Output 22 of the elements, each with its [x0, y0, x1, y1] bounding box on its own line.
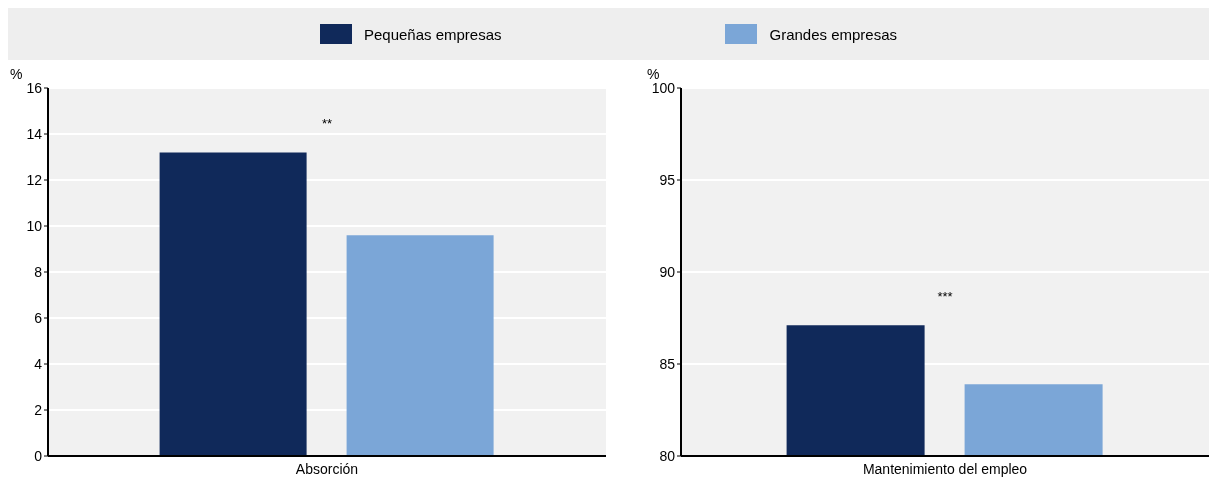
y-tick-label: 85	[659, 355, 676, 372]
x-tick-label: Absorción	[295, 460, 359, 477]
y-tick-label: 95	[659, 171, 676, 188]
y-tick-label: 0	[34, 447, 43, 464]
y-tick-label: 80	[659, 447, 676, 464]
legend-label: Grandes empresas	[769, 25, 898, 43]
y-tick-label: 10	[26, 217, 43, 234]
y-tick-label: 100	[651, 79, 676, 96]
annotation: **	[321, 116, 333, 132]
legend-label: Pequeñas empresas	[363, 25, 502, 43]
y-tick-label: 8	[34, 263, 43, 280]
y-tick-label: 6	[34, 309, 43, 326]
y-tick-label: 14	[26, 125, 43, 142]
annotation: ***	[937, 289, 953, 305]
y-tick-label: 2	[34, 401, 43, 418]
y-tick-label: 4	[34, 355, 43, 372]
y-tick-label: 12	[26, 171, 43, 188]
y-axis-title: %	[10, 66, 23, 82]
x-tick-label: Mantenimiento del empleo	[862, 460, 1028, 477]
y-tick-label: 90	[659, 263, 676, 280]
y-tick-label: 16	[26, 79, 43, 96]
y-axis-title: %	[647, 66, 660, 82]
